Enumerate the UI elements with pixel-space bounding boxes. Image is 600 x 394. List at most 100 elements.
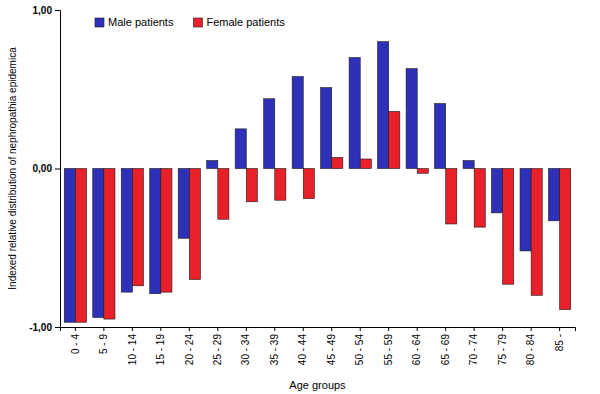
bar xyxy=(161,169,172,293)
x-tick-label: 70 - 74 xyxy=(468,334,479,366)
y-tick-mark xyxy=(55,169,60,170)
x-tick: 30 - 34 xyxy=(240,327,251,365)
legend-item: Male patients xyxy=(95,16,174,28)
bar xyxy=(360,159,371,169)
bar xyxy=(560,169,571,310)
x-tick: 5 - 9 xyxy=(98,327,109,354)
x-tick-label: 60 - 64 xyxy=(411,334,422,366)
x-tick-label: 15 - 19 xyxy=(155,334,166,366)
x-tick: 40 - 44 xyxy=(297,327,308,365)
bar xyxy=(503,169,514,285)
y-axis: -1,00 0,00 1,00 xyxy=(29,5,60,333)
x-tick-mark xyxy=(103,327,104,331)
bar xyxy=(332,157,343,168)
y-tick-label: -1,00 xyxy=(29,322,52,333)
bar xyxy=(492,169,503,213)
x-tick: 65 - 69 xyxy=(440,327,451,365)
x-tick-mark xyxy=(132,327,133,331)
bar xyxy=(321,88,332,169)
x-tick-mark xyxy=(559,327,560,331)
bar xyxy=(303,169,314,199)
x-tick: 15 - 19 xyxy=(155,327,166,365)
x-tick-label: 55 - 59 xyxy=(383,334,394,366)
x-tick-mark xyxy=(474,327,475,331)
x-tick-mark xyxy=(274,327,275,331)
y-axis-line xyxy=(55,11,61,328)
x-tick: 35 - 39 xyxy=(269,327,280,365)
y-tick-mark xyxy=(55,327,60,328)
bar xyxy=(463,161,474,169)
chart: -1,00 0,00 1,00 0 - 4 5 - 9 10 - 14 15 - 19 20 … xyxy=(0,0,600,394)
x-tick-label: 80 - 84 xyxy=(525,334,536,366)
x-tick: 10 - 14 xyxy=(127,327,138,365)
x-axis: 0 - 4 5 - 9 10 - 14 15 - 19 20 - 24 25 - 29 30… xyxy=(61,327,576,365)
x-tick-mark xyxy=(388,327,389,331)
bar xyxy=(207,161,218,169)
x-tick-label: 65 - 69 xyxy=(440,334,451,366)
bar xyxy=(178,169,189,239)
bar xyxy=(150,169,161,294)
x-axis-title: Age groups xyxy=(289,379,346,391)
bar xyxy=(417,169,428,174)
x-tick-mark xyxy=(246,327,247,331)
x-tick-label: 35 - 39 xyxy=(269,334,280,366)
x-tick-mark xyxy=(531,327,532,331)
x-tick-mark xyxy=(303,327,304,331)
x-tick-mark xyxy=(502,327,503,331)
bar xyxy=(378,42,389,169)
x-tick: 60 - 64 xyxy=(411,327,422,365)
x-tick: 55 - 59 xyxy=(383,327,394,365)
bar xyxy=(446,169,457,224)
y-axis-title: Indexed relative distribution of nephrop… xyxy=(7,47,18,290)
bar xyxy=(64,169,75,323)
bar xyxy=(275,169,286,201)
x-tick: 80 - 84 xyxy=(525,327,536,365)
bar xyxy=(292,77,303,169)
x-tick-label: 50 - 54 xyxy=(354,334,365,366)
legend-swatch xyxy=(193,18,202,27)
x-tick: 85 - xyxy=(554,327,565,351)
x-axis-line xyxy=(61,328,576,332)
x-tick-mark xyxy=(445,327,446,331)
bar xyxy=(132,169,143,286)
x-tick-label: 0 - 4 xyxy=(70,334,81,354)
bar xyxy=(93,169,104,318)
x-tick-label: 20 - 24 xyxy=(184,334,195,366)
x-tick-mark xyxy=(217,327,218,331)
x-tick: 20 - 24 xyxy=(184,327,195,365)
bar xyxy=(474,169,485,228)
legend: Male patients Female patients xyxy=(95,16,285,28)
x-tick: 0 - 4 xyxy=(70,327,81,354)
x-tick: 75 - 79 xyxy=(497,327,508,365)
bar xyxy=(349,58,360,169)
series-0 xyxy=(64,42,559,323)
x-tick: 50 - 54 xyxy=(354,327,365,365)
y-tick-label: 0,00 xyxy=(33,163,53,174)
bar xyxy=(531,169,542,296)
legend-label: Female patients xyxy=(206,16,285,28)
x-tick-label: 25 - 29 xyxy=(212,334,223,366)
bar xyxy=(246,169,257,202)
x-tick-label: 10 - 14 xyxy=(127,334,138,366)
x-tick-mark xyxy=(189,327,190,331)
legend-item: Female patients xyxy=(193,16,285,28)
bar xyxy=(235,129,246,169)
x-tick-label: 40 - 44 xyxy=(297,334,308,366)
bar xyxy=(189,169,200,280)
bar xyxy=(218,169,229,220)
x-tick-mark xyxy=(75,327,76,331)
legend-label: Male patients xyxy=(108,16,174,28)
bar xyxy=(435,104,446,169)
x-tick-label: 85 - xyxy=(554,334,565,351)
bar xyxy=(549,169,560,221)
x-tick-mark xyxy=(160,327,161,331)
y-tick: 0,00 xyxy=(33,163,60,174)
series-1 xyxy=(75,111,570,322)
y-tick: 1,00 xyxy=(33,5,60,16)
x-tick-label: 5 - 9 xyxy=(98,334,109,354)
x-tick-label: 75 - 79 xyxy=(497,334,508,366)
bar xyxy=(121,169,132,293)
bar xyxy=(264,99,275,169)
x-tick-label: 30 - 34 xyxy=(240,334,251,366)
x-tick-mark xyxy=(417,327,418,331)
